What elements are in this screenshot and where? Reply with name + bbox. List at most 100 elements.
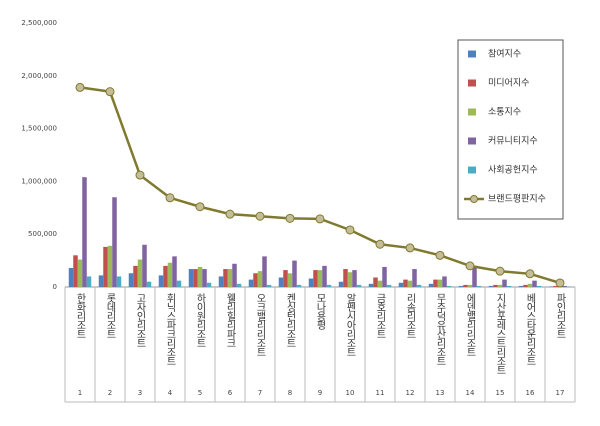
bar [446, 285, 452, 287]
bar [137, 259, 143, 287]
legend-label: 소통지수 [488, 107, 521, 118]
y-tick-label: 2,000,000 [21, 72, 57, 80]
rank-label: 16 [526, 389, 535, 397]
bar [278, 277, 284, 287]
bar [133, 265, 138, 287]
bar [373, 277, 378, 287]
bar [103, 246, 108, 287]
line-marker [495, 266, 505, 276]
line-marker [525, 269, 535, 279]
x-tick-label: 휘닉스파크리조트 [164, 293, 176, 365]
bar [377, 280, 383, 287]
bar [163, 265, 168, 287]
rank-label: 1 [78, 389, 82, 397]
bar [236, 283, 242, 287]
bar [343, 269, 348, 287]
bar [128, 273, 134, 287]
bar [116, 276, 122, 287]
bar [326, 284, 332, 287]
x-tick-label: 에덴밸리리조트 [464, 293, 476, 356]
legend-label: 커뮤니티지수 [488, 136, 538, 147]
bar [506, 285, 512, 287]
rank-label: 11 [376, 389, 385, 397]
bar [412, 269, 417, 287]
bar [308, 278, 314, 287]
bar [292, 260, 297, 287]
bar [518, 285, 524, 287]
bar [253, 273, 258, 287]
bar [368, 283, 374, 287]
rank-label: 5 [198, 389, 202, 397]
bar [158, 275, 164, 287]
bar [497, 284, 503, 287]
line-marker [195, 202, 205, 212]
bar [202, 269, 207, 287]
x-tick-label: 켄싱턴리조트 [284, 293, 296, 347]
line-marker [405, 243, 415, 253]
bar [232, 263, 237, 287]
bar [347, 272, 353, 287]
bar [296, 284, 302, 287]
bar [562, 285, 567, 287]
legend-swatch [468, 108, 476, 116]
line-marker [315, 214, 325, 224]
bar [313, 270, 318, 287]
bar [218, 276, 224, 287]
bar [338, 281, 344, 287]
x-tick-label: 웰리힐리파크 [224, 293, 236, 347]
rank-label: 12 [406, 389, 415, 397]
legend-label: 미디어지수 [488, 78, 529, 89]
rank-label: 4 [168, 389, 173, 397]
y-tick-label: 1,000,000 [21, 177, 57, 185]
x-tick-label: 한화리조트 [74, 293, 86, 338]
bar [416, 284, 422, 287]
bar [463, 284, 468, 287]
bar [287, 273, 293, 287]
legend-swatch [468, 79, 476, 87]
line-marker [345, 225, 355, 235]
x-tick-label: 알펜시아리조트 [344, 293, 356, 356]
bar [98, 275, 104, 287]
rank-label: 13 [436, 389, 445, 397]
x-tick-label: 리솜리조트 [404, 293, 416, 338]
x-tick-label: 베어스타운리조트 [524, 293, 536, 365]
y-tick-label: 500,000 [28, 230, 57, 238]
bar [68, 267, 74, 287]
line-marker [255, 211, 265, 221]
x-tick-label: 금호리조트 [374, 293, 386, 338]
bar [433, 279, 438, 287]
rank-label: 3 [138, 389, 142, 397]
legend-label: 참여지수 [488, 48, 521, 60]
bar [398, 282, 404, 287]
rank-label: 15 [496, 389, 505, 397]
bar [352, 270, 357, 287]
line-marker [435, 250, 445, 260]
legend-swatch [468, 166, 476, 174]
bar [437, 279, 443, 287]
bar [403, 279, 408, 287]
bar [566, 286, 572, 287]
bar [407, 280, 413, 287]
line-marker [555, 278, 565, 288]
bar [107, 245, 113, 287]
bar [197, 266, 203, 287]
bar [206, 282, 212, 287]
legend-swatch [468, 50, 476, 58]
bar [86, 276, 92, 287]
y-tick-label: 2,500,000 [21, 19, 57, 27]
bar [386, 284, 392, 287]
bar [442, 276, 447, 287]
bar [502, 279, 507, 287]
legend-box [457, 39, 564, 220]
bar [266, 284, 272, 287]
rank-label: 10 [346, 389, 355, 397]
line-marker [165, 193, 175, 203]
bar [523, 284, 528, 287]
bar [142, 244, 147, 287]
bar [73, 255, 78, 287]
bar [248, 279, 254, 287]
legend-label: 브랜드평판지수 [488, 194, 546, 205]
bar [532, 280, 537, 287]
bar [488, 285, 494, 287]
